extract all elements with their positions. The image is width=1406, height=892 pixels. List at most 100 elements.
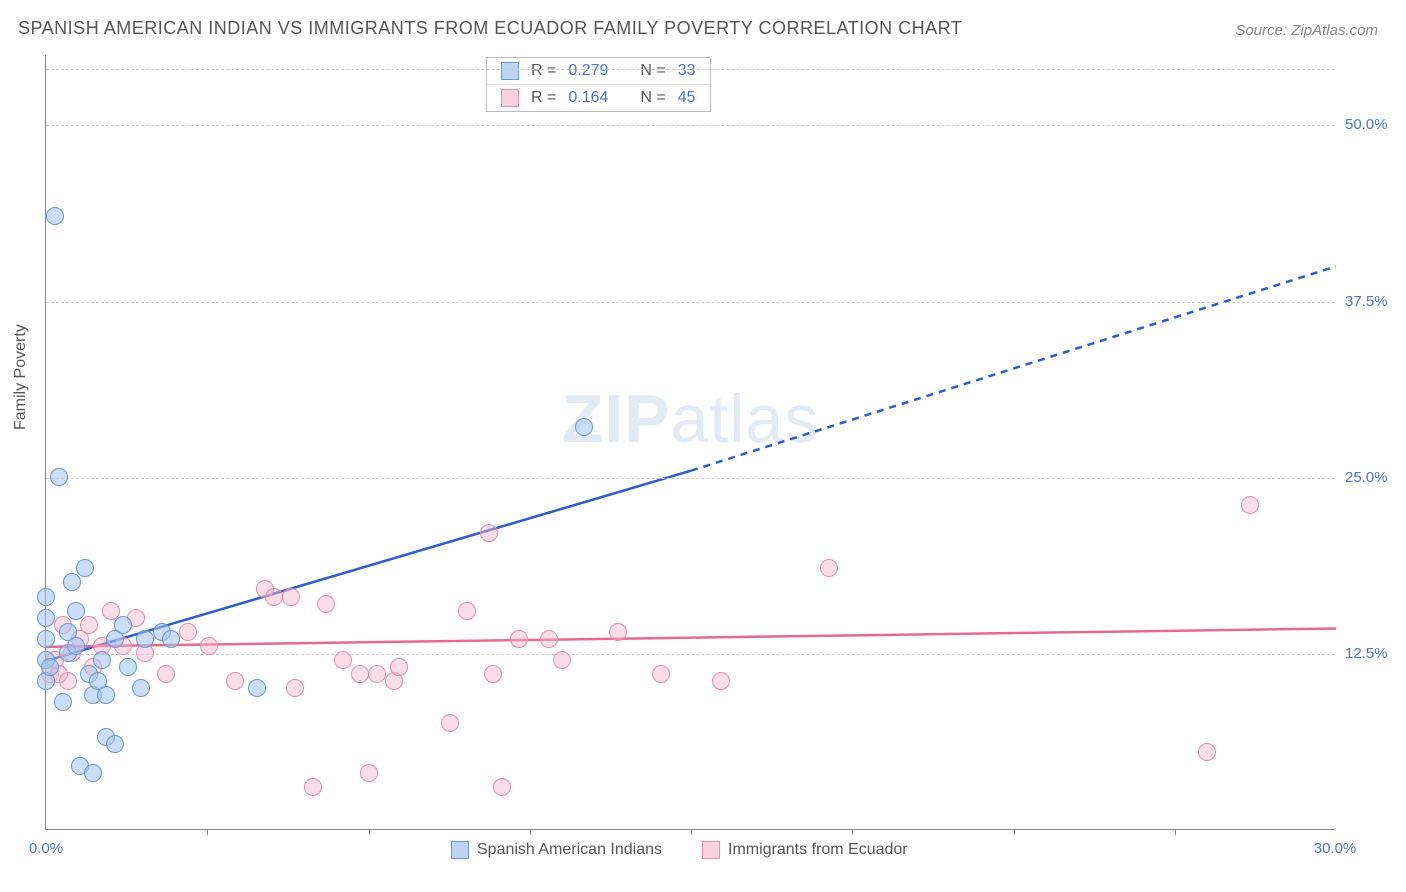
stats-box: R = 0.279 N = 33 R = 0.164 N = 45 <box>486 57 711 112</box>
legend-item-pink: Immigrants from Ecuador <box>702 841 908 859</box>
data-point <box>282 588 300 606</box>
x-tick <box>530 829 531 835</box>
data-point <box>59 672 77 690</box>
stats-r-label-pink: R = <box>531 89 556 107</box>
stats-n-label-pink: N = <box>640 89 665 107</box>
y-tick-label: 25.0% <box>1345 469 1400 486</box>
x-tick <box>207 829 208 835</box>
data-point <box>37 588 55 606</box>
x-axis-max-label: 30.0% <box>1314 840 1357 857</box>
y-tick-label: 50.0% <box>1345 116 1400 133</box>
data-point <box>553 651 571 669</box>
data-point <box>575 418 593 436</box>
stats-r-value-pink: 0.164 <box>568 89 608 107</box>
data-point <box>441 714 459 732</box>
data-point <box>67 637 85 655</box>
data-point <box>37 609 55 627</box>
data-point <box>200 637 218 655</box>
data-point <box>493 778 511 796</box>
x-tick <box>1014 829 1015 835</box>
stats-swatch-blue <box>501 62 519 80</box>
x-axis-min-label: 0.0% <box>29 840 63 857</box>
data-point <box>609 623 627 641</box>
stats-n-label-blue: N = <box>640 62 665 80</box>
chart-title: SPANISH AMERICAN INDIAN VS IMMIGRANTS FR… <box>18 18 962 39</box>
data-point <box>368 665 386 683</box>
data-point <box>179 623 197 641</box>
data-point <box>80 616 98 634</box>
watermark: ZIPatlas <box>562 380 819 458</box>
data-point <box>114 616 132 634</box>
legend-swatch-pink <box>702 841 720 859</box>
x-tick <box>1175 829 1176 835</box>
stats-r-label-blue: R = <box>531 62 556 80</box>
legend-label-blue: Spanish American Indians <box>477 841 662 859</box>
data-point <box>390 658 408 676</box>
data-point <box>63 573 81 591</box>
data-point <box>67 602 85 620</box>
x-tick <box>369 829 370 835</box>
data-point <box>351 665 369 683</box>
data-point <box>106 735 124 753</box>
svg-layer <box>46 55 1336 830</box>
legend-item-blue: Spanish American Indians <box>451 841 662 859</box>
data-point <box>820 559 838 577</box>
stats-row-blue: R = 0.279 N = 33 <box>487 58 710 84</box>
data-point <box>510 630 528 648</box>
gridline <box>46 302 1335 303</box>
data-point <box>265 588 283 606</box>
data-point <box>360 764 378 782</box>
stats-swatch-pink <box>501 89 519 107</box>
data-point <box>136 630 154 648</box>
y-tick-label: 37.5% <box>1345 293 1400 310</box>
x-tick <box>691 829 692 835</box>
data-point <box>540 630 558 648</box>
y-axis-label: Family Poverty <box>12 324 30 430</box>
gridline <box>46 478 1335 479</box>
stats-row-pink: R = 0.164 N = 45 <box>487 84 710 111</box>
data-point <box>84 764 102 782</box>
chart-container: SPANISH AMERICAN INDIAN VS IMMIGRANTS FR… <box>0 0 1406 892</box>
data-point <box>132 679 150 697</box>
legend: Spanish American Indians Immigrants from… <box>451 841 908 859</box>
data-point <box>97 686 115 704</box>
data-point <box>41 658 59 676</box>
data-point <box>37 630 55 648</box>
legend-swatch-blue <box>451 841 469 859</box>
x-tick <box>852 829 853 835</box>
source-label: Source: <box>1235 22 1291 39</box>
data-point <box>226 672 244 690</box>
gridline <box>46 654 1335 655</box>
legend-label-pink: Immigrants from Ecuador <box>728 841 908 859</box>
data-point <box>93 651 111 669</box>
plot-area: ZIPatlas R = 0.279 N = 33 R = 0.164 N = … <box>45 55 1335 830</box>
data-point <box>317 595 335 613</box>
data-point <box>46 207 64 225</box>
stats-n-value-pink: 45 <box>678 89 696 107</box>
data-point <box>76 559 94 577</box>
data-point <box>652 665 670 683</box>
data-point <box>480 524 498 542</box>
data-point <box>286 679 304 697</box>
data-point <box>304 778 322 796</box>
data-point <box>50 468 68 486</box>
source-attribution: Source: ZipAtlas.com <box>1235 22 1378 39</box>
data-point <box>712 672 730 690</box>
data-point <box>119 658 137 676</box>
watermark-light: atlas <box>671 381 820 457</box>
data-point <box>248 679 266 697</box>
stats-r-value-blue: 0.279 <box>568 62 608 80</box>
data-point <box>1241 496 1259 514</box>
data-point <box>458 602 476 620</box>
data-point <box>157 665 175 683</box>
stats-n-value-blue: 33 <box>678 62 696 80</box>
gridline <box>46 69 1335 70</box>
source-name[interactable]: ZipAtlas.com <box>1291 22 1378 39</box>
y-tick-label: 12.5% <box>1345 645 1400 662</box>
data-point <box>162 630 180 648</box>
data-point <box>1198 743 1216 761</box>
gridline <box>46 125 1335 126</box>
data-point <box>484 665 502 683</box>
data-point <box>334 651 352 669</box>
data-point <box>54 693 72 711</box>
